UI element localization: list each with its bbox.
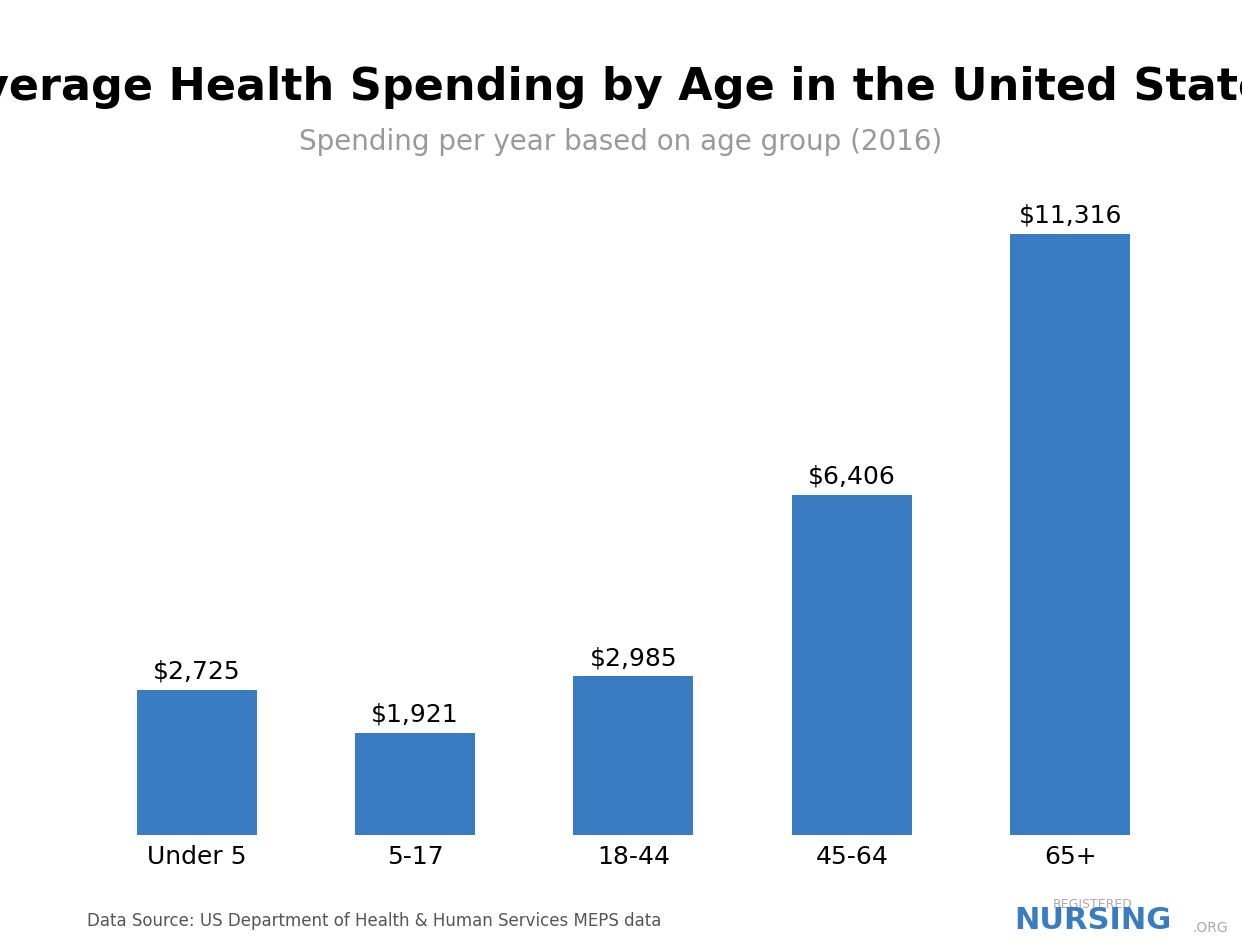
Bar [791, 494, 912, 835]
Text: Average Health Spending by Age in the United States: Average Health Spending by Age in the Un… [0, 66, 1242, 109]
Text: $6,406: $6,406 [807, 464, 895, 489]
Text: $2,725: $2,725 [153, 660, 241, 684]
Text: $2,985: $2,985 [590, 646, 677, 670]
Text: $1,921: $1,921 [371, 702, 458, 727]
Text: Data Source: US Department of Health & Human Services MEPS data: Data Source: US Department of Health & H… [87, 912, 661, 930]
Text: REGISTERED: REGISTERED [1053, 898, 1133, 911]
Text: Spending per year based on age group (2016): Spending per year based on age group (20… [299, 128, 943, 157]
Text: NURSING: NURSING [1015, 905, 1171, 935]
Bar [574, 677, 693, 835]
Bar [355, 733, 476, 835]
Text: .ORG: .ORG [1192, 921, 1228, 935]
Bar [137, 690, 257, 835]
Bar [1010, 233, 1130, 835]
Text: $11,316: $11,316 [1018, 203, 1122, 228]
